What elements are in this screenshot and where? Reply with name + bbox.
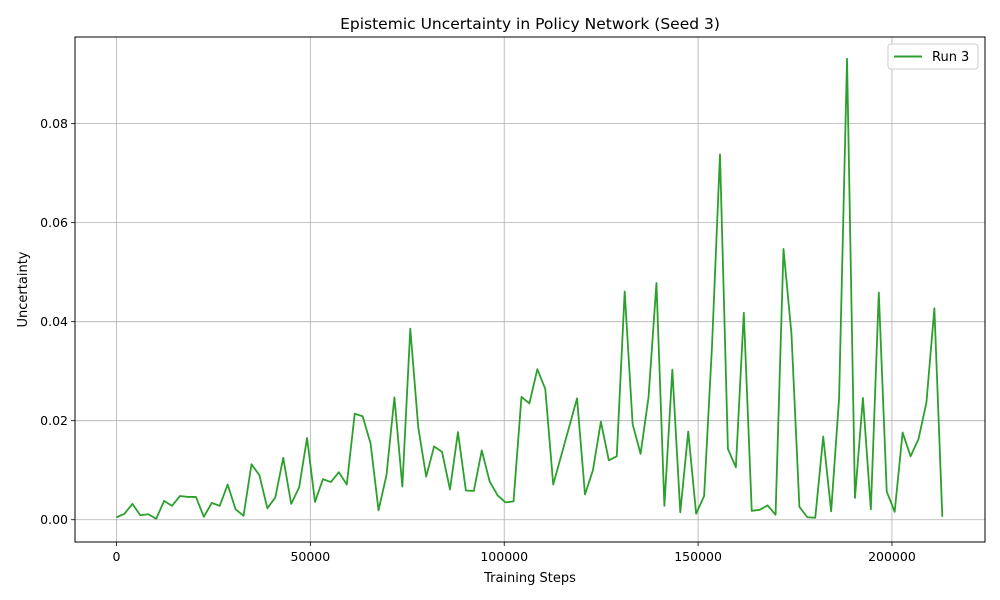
y-tick-label: 0.04 xyxy=(40,314,68,329)
x-axis-ticks: 0 50000 100000 150000 200000 xyxy=(113,542,916,564)
y-tick-label: 0.06 xyxy=(40,215,68,230)
chart-title: Epistemic Uncertainty in Policy Network … xyxy=(340,15,720,33)
series-line-run-3 xyxy=(116,57,944,520)
y-axis-ticks: 0.00 0.02 0.04 0.06 0.08 xyxy=(40,116,75,527)
grid-lines xyxy=(75,37,985,542)
y-tick-label: 0.00 xyxy=(40,512,68,527)
y-tick-label: 0.08 xyxy=(40,116,68,131)
legend: Run 3 xyxy=(887,43,979,70)
x-tick-label: 150000 xyxy=(674,549,722,564)
series-layer xyxy=(116,57,944,520)
plot-frame xyxy=(74,36,986,543)
y-axis-label: Uncertainty xyxy=(16,251,31,327)
x-tick-label: 0 xyxy=(113,549,121,564)
legend-entry-run-3: Run 3 xyxy=(932,50,969,65)
legend-box xyxy=(887,43,979,70)
x-tick-label: 200000 xyxy=(868,549,916,564)
x-tick-label: 50000 xyxy=(290,549,330,564)
y-tick-label: 0.02 xyxy=(40,413,68,428)
x-tick-label: 100000 xyxy=(480,549,528,564)
x-axis-label: Training Steps xyxy=(483,571,576,586)
